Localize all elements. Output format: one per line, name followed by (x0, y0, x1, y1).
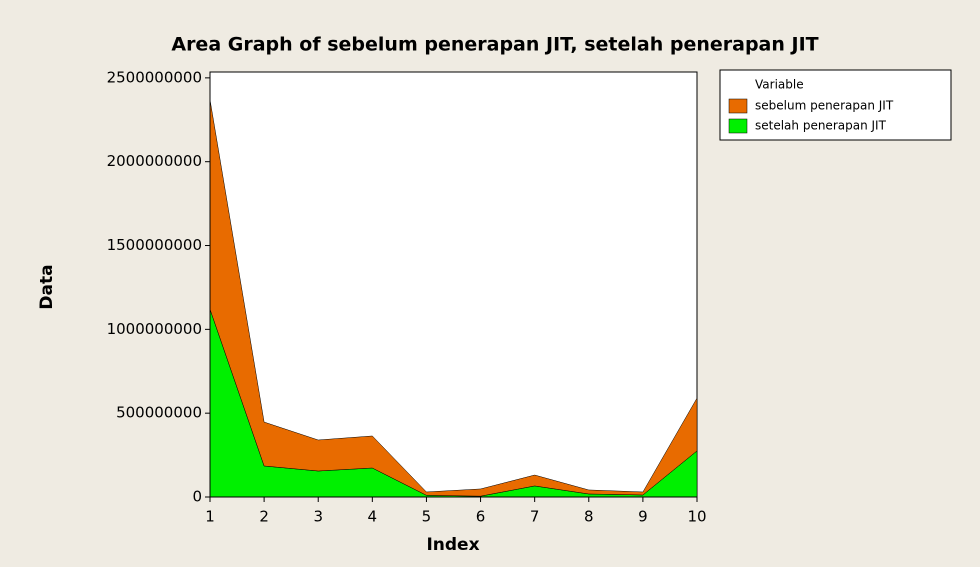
plot-area (209, 71, 698, 498)
y-tick-label: 0 (192, 488, 202, 506)
x-tick-label: 1 (205, 508, 215, 526)
legend-label: sebelum penerapan JIT (755, 99, 894, 113)
legend-title: Variable (755, 78, 804, 92)
chart-title: Area Graph of sebelum penerapan JIT, set… (171, 34, 818, 56)
y-tick-label: 500000000 (116, 404, 202, 422)
x-tick-label: 8 (584, 508, 594, 526)
legend-box (719, 69, 952, 141)
legend-swatch (728, 98, 748, 114)
legend-label: setelah penerapan JIT (755, 119, 887, 133)
y-tick-label: 2000000000 (107, 152, 202, 170)
x-axis-label: Index (426, 535, 479, 555)
x-tick-label: 10 (687, 508, 706, 526)
legend-swatch (728, 118, 748, 134)
y-axis-label: Data (37, 264, 57, 309)
x-tick-label: 6 (476, 508, 486, 526)
y-tick-label: 1000000000 (107, 320, 202, 338)
y-tick-label: 1500000000 (107, 236, 202, 254)
x-tick-label: 4 (368, 508, 378, 526)
x-tick-label: 7 (530, 508, 540, 526)
x-tick-label: 5 (422, 508, 432, 526)
area (209, 99, 698, 497)
x-tick-label: 2 (259, 508, 269, 526)
x-tick-label: 9 (638, 508, 648, 526)
x-tick-label: 3 (313, 508, 323, 526)
y-tick-label: 2500000000 (107, 68, 202, 86)
